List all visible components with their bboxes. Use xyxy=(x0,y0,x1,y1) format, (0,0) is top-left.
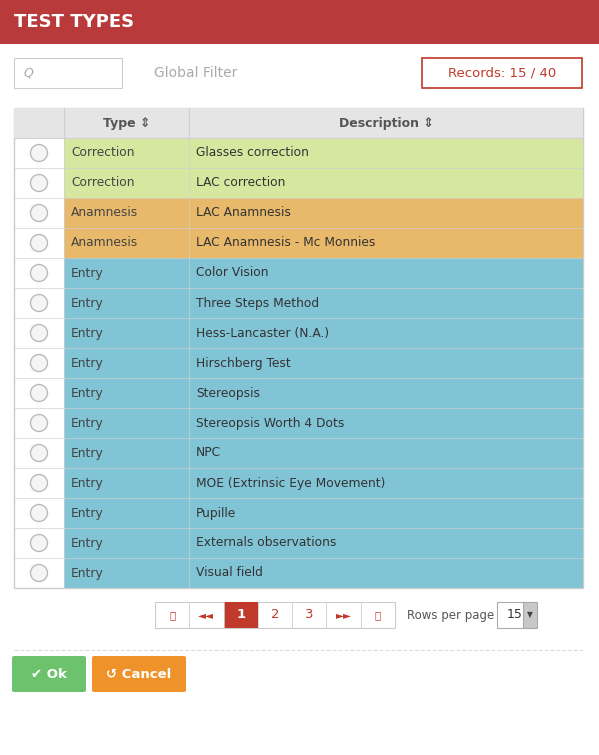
Text: ⏭: ⏭ xyxy=(375,610,381,620)
Text: Pupille: Pupille xyxy=(196,507,236,519)
Text: Anamnesis: Anamnesis xyxy=(71,236,138,249)
Circle shape xyxy=(31,565,47,581)
Text: ◄◄: ◄◄ xyxy=(198,610,214,620)
Text: Correction: Correction xyxy=(71,146,135,159)
FancyBboxPatch shape xyxy=(64,348,583,378)
FancyBboxPatch shape xyxy=(64,498,583,528)
Text: Description ⇕: Description ⇕ xyxy=(338,116,434,130)
Text: Stereopsis Worth 4 Dots: Stereopsis Worth 4 Dots xyxy=(196,417,344,430)
Text: Color Vision: Color Vision xyxy=(196,267,268,279)
Text: Entry: Entry xyxy=(71,297,104,310)
Text: Rows per page: Rows per page xyxy=(407,609,494,621)
Text: Glasses correction: Glasses correction xyxy=(196,146,309,159)
Text: Hess-Lancaster (N.A.): Hess-Lancaster (N.A.) xyxy=(196,326,329,340)
FancyBboxPatch shape xyxy=(0,0,599,44)
FancyBboxPatch shape xyxy=(223,602,258,628)
Text: Entry: Entry xyxy=(71,326,104,340)
Text: 15: 15 xyxy=(507,609,523,621)
Text: Anamnesis: Anamnesis xyxy=(71,207,138,220)
Text: LAC correction: LAC correction xyxy=(196,177,285,190)
FancyBboxPatch shape xyxy=(497,602,535,628)
Text: ►►: ►► xyxy=(335,610,352,620)
Circle shape xyxy=(31,445,47,461)
Text: Visual field: Visual field xyxy=(196,566,263,580)
Text: Entry: Entry xyxy=(71,476,104,489)
FancyBboxPatch shape xyxy=(64,168,583,198)
Text: LAC Anamnesis: LAC Anamnesis xyxy=(196,207,291,220)
Text: Entry: Entry xyxy=(71,417,104,430)
FancyBboxPatch shape xyxy=(155,602,395,628)
Circle shape xyxy=(31,294,47,312)
Text: Stereopsis: Stereopsis xyxy=(196,387,260,399)
Text: Entry: Entry xyxy=(71,356,104,369)
Text: ✔ Ok: ✔ Ok xyxy=(31,667,67,680)
FancyBboxPatch shape xyxy=(92,656,186,692)
Text: Three Steps Method: Three Steps Method xyxy=(196,297,319,310)
Circle shape xyxy=(31,205,47,221)
Text: ↺ Cancel: ↺ Cancel xyxy=(107,667,172,680)
FancyBboxPatch shape xyxy=(12,656,86,692)
Text: Q: Q xyxy=(23,66,33,79)
FancyBboxPatch shape xyxy=(64,198,583,228)
Circle shape xyxy=(31,264,47,282)
Text: Global Filter: Global Filter xyxy=(154,66,237,80)
FancyBboxPatch shape xyxy=(64,408,583,438)
Circle shape xyxy=(31,355,47,371)
FancyBboxPatch shape xyxy=(64,378,583,408)
FancyBboxPatch shape xyxy=(64,558,583,588)
Text: Entry: Entry xyxy=(71,267,104,279)
Text: 2: 2 xyxy=(271,609,279,621)
Text: Entry: Entry xyxy=(71,446,104,460)
Text: LAC Anamnesis - Mc Monnies: LAC Anamnesis - Mc Monnies xyxy=(196,236,376,249)
FancyBboxPatch shape xyxy=(14,58,122,88)
FancyBboxPatch shape xyxy=(64,468,583,498)
Text: Entry: Entry xyxy=(71,387,104,399)
Text: Entry: Entry xyxy=(71,507,104,519)
Text: Hirschberg Test: Hirschberg Test xyxy=(196,356,291,369)
FancyBboxPatch shape xyxy=(523,602,537,628)
FancyBboxPatch shape xyxy=(14,108,583,588)
Circle shape xyxy=(31,325,47,341)
FancyBboxPatch shape xyxy=(14,108,583,138)
Circle shape xyxy=(31,174,47,192)
FancyBboxPatch shape xyxy=(64,528,583,558)
Text: ⏮: ⏮ xyxy=(169,610,176,620)
Text: Entry: Entry xyxy=(71,537,104,550)
FancyBboxPatch shape xyxy=(64,318,583,348)
Text: Externals observations: Externals observations xyxy=(196,537,337,550)
Text: Entry: Entry xyxy=(71,566,104,580)
Circle shape xyxy=(31,535,47,551)
Text: ▼: ▼ xyxy=(527,611,533,620)
Text: Correction: Correction xyxy=(71,177,135,190)
Text: Type ⇕: Type ⇕ xyxy=(103,116,150,130)
FancyBboxPatch shape xyxy=(64,258,583,288)
FancyBboxPatch shape xyxy=(64,228,583,258)
Text: 1: 1 xyxy=(236,609,245,621)
Circle shape xyxy=(31,504,47,522)
Circle shape xyxy=(31,235,47,251)
Circle shape xyxy=(31,144,47,162)
Text: MOE (Extrinsic Eye Movement): MOE (Extrinsic Eye Movement) xyxy=(196,476,385,489)
FancyBboxPatch shape xyxy=(64,138,583,168)
Circle shape xyxy=(31,474,47,492)
FancyBboxPatch shape xyxy=(64,288,583,318)
Circle shape xyxy=(31,414,47,432)
FancyBboxPatch shape xyxy=(422,58,582,88)
Text: NPC: NPC xyxy=(196,446,221,460)
Text: Records: 15 / 40: Records: 15 / 40 xyxy=(448,66,556,79)
Text: TEST TYPES: TEST TYPES xyxy=(14,13,134,31)
Circle shape xyxy=(31,384,47,402)
FancyBboxPatch shape xyxy=(64,438,583,468)
Text: 3: 3 xyxy=(305,609,313,621)
